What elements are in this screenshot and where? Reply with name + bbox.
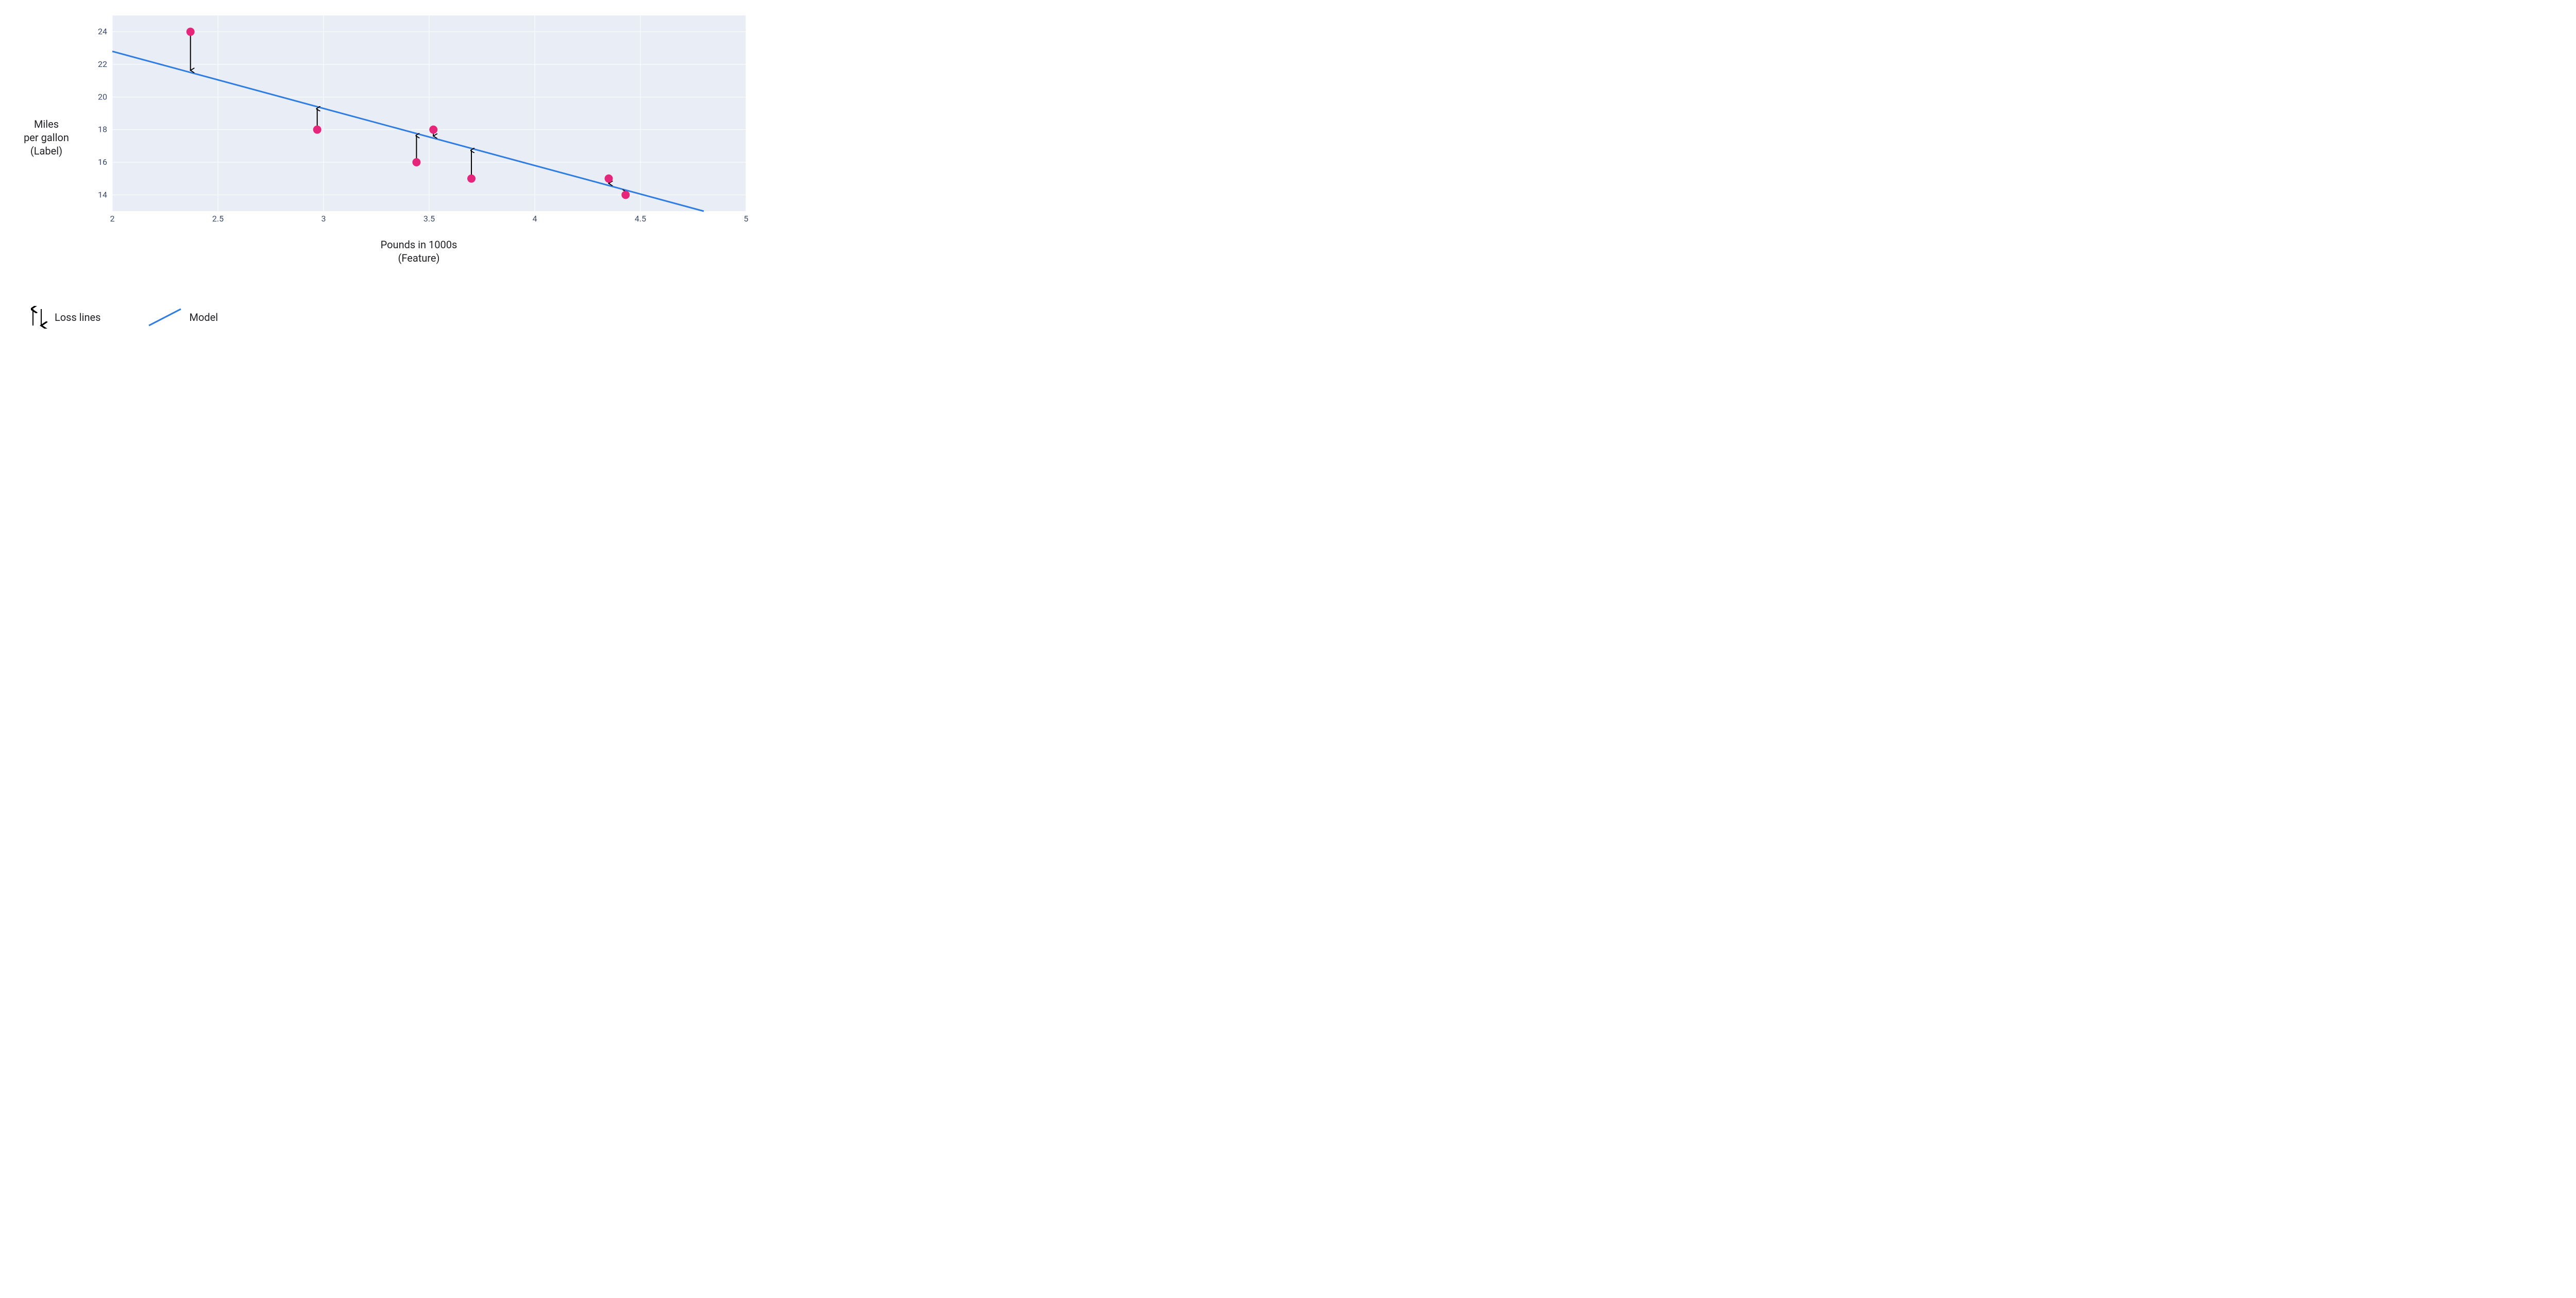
y-axis-label-line2: per gallon (10, 131, 82, 144)
x-axis-label-line1: Pounds in 1000s (87, 238, 751, 251)
legend-item-loss: Loss lines (26, 306, 100, 329)
model-line-icon (147, 306, 183, 329)
svg-text:18: 18 (98, 125, 107, 134)
x-axis-label: Pounds in 1000s (Feature) (87, 238, 751, 265)
y-axis-label-line1: Miles (10, 117, 82, 131)
scatter-plot: 2 2.5 3 3.5 4 4.5 5 14 16 18 20 22 24 (87, 10, 751, 227)
svg-text:16: 16 (98, 157, 107, 167)
svg-text:2.5: 2.5 (212, 214, 224, 224)
svg-text:14: 14 (98, 190, 107, 199)
svg-text:4.5: 4.5 (635, 214, 646, 224)
chart-row: Miles per gallon (Label) 2 2.5 3 3.5 4 4.5 5 14… (10, 10, 783, 265)
svg-text:4: 4 (533, 214, 537, 224)
legend-loss-label: Loss lines (55, 311, 100, 323)
chart-container: Miles per gallon (Label) 2 2.5 3 3.5 4 4.5 5 14… (10, 10, 783, 329)
svg-text:24: 24 (98, 27, 107, 37)
plot-block: 2 2.5 3 3.5 4 4.5 5 14 16 18 20 22 24 Pounds in 1000… (87, 10, 751, 265)
legend-item-model: Model (147, 306, 218, 329)
svg-text:3.5: 3.5 (423, 214, 435, 224)
svg-text:20: 20 (98, 92, 107, 101)
svg-text:2: 2 (110, 214, 115, 224)
y-axis-label-line3: (Label) (10, 144, 82, 158)
x-axis-label-line2: (Feature) (87, 251, 751, 265)
loss-lines-icon (26, 306, 48, 329)
legend: Loss lines Model (26, 306, 783, 329)
svg-text:5: 5 (744, 214, 749, 224)
legend-model-label: Model (189, 311, 218, 323)
y-axis-label: Miles per gallon (Label) (10, 117, 87, 158)
svg-text:22: 22 (98, 59, 107, 69)
svg-text:3: 3 (321, 214, 326, 224)
